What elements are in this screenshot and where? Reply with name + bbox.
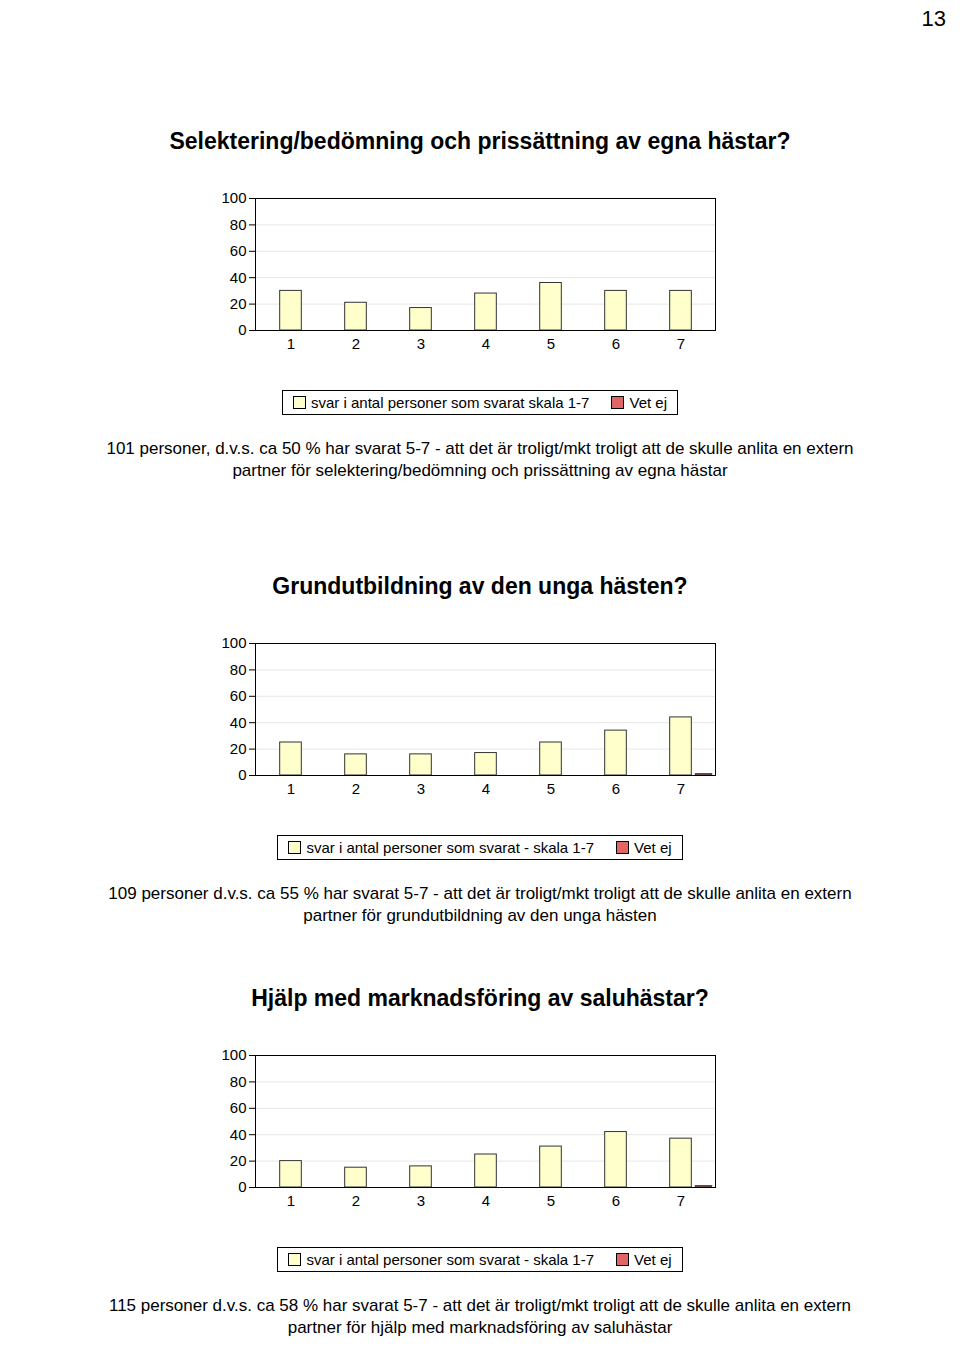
svg-text:3: 3	[417, 335, 425, 352]
svg-text:40: 40	[230, 714, 247, 731]
svg-text:4: 4	[482, 1192, 490, 1209]
svg-text:80: 80	[230, 216, 247, 233]
svg-text:5: 5	[547, 335, 555, 352]
html-text:Vet ej: Vet ej	[634, 1251, 672, 1268]
svg-text:1: 1	[287, 1192, 295, 1209]
svg-text:7: 7	[677, 335, 685, 352]
svg-text:20: 20	[230, 1152, 247, 1169]
svg-text:3: 3	[417, 1192, 425, 1209]
html-text:115 personer d.v.s. ca 58 % ha: 115 personer d.v.s. ca 58 % har svarat 5…	[109, 1296, 851, 1315]
svg-text:4: 4	[482, 780, 490, 797]
svg-text:20: 20	[230, 740, 247, 757]
svg-text:3: 3	[417, 780, 425, 797]
svg-text:6: 6	[612, 335, 620, 352]
svg-text:100: 100	[221, 1046, 246, 1063]
html-text:101 personer, d.v.s. ca 50 % h: 101 personer, d.v.s. ca 50 % har svarat …	[106, 439, 854, 458]
svg-text:0: 0	[238, 766, 246, 783]
svg-text:0: 0	[238, 321, 246, 338]
html-text:partner för hjälp med marknads: partner för hjälp med marknadsföring av …	[287, 1318, 673, 1337]
html-text:Selektering/bedömning och pris: Selektering/bedömning och prissättning a…	[169, 128, 791, 154]
svg-text:2: 2	[352, 335, 360, 352]
html-text:Vet ej: Vet ej	[634, 839, 672, 856]
svg-text:1: 1	[287, 335, 295, 352]
svg-text:1: 1	[287, 780, 295, 797]
html-text:partner för selektering/bedömn: partner för selektering/bedömning och pr…	[232, 461, 728, 480]
html-text:svar i antal personer som svar: svar i antal personer som svarat - skala…	[306, 839, 594, 856]
svg-text:4: 4	[482, 335, 490, 352]
html-text:13: 13	[921, 6, 946, 31]
svg-text:6: 6	[612, 780, 620, 797]
html-text:svar i antal personer som svar: svar i antal personer som svarat - skala…	[306, 1251, 594, 1268]
svg-text:40: 40	[230, 1126, 247, 1143]
svg-text:60: 60	[230, 1099, 247, 1116]
svg-text:0: 0	[238, 1178, 246, 1195]
svg-text:5: 5	[547, 780, 555, 797]
svg-text:6: 6	[612, 1192, 620, 1209]
svg-text:20: 20	[230, 295, 247, 312]
svg-text:80: 80	[230, 661, 247, 678]
svg-text:7: 7	[677, 1192, 685, 1209]
svg-text:60: 60	[230, 242, 247, 259]
html-text:partner för grundutbildning av: partner för grundutbildning av den unga …	[303, 906, 657, 925]
html-text:svar i antal personer som svar: svar i antal personer som svarat skala 1…	[311, 394, 590, 411]
svg-text:5: 5	[547, 1192, 555, 1209]
svg-text:60: 60	[230, 687, 247, 704]
svg-text:2: 2	[352, 780, 360, 797]
svg-text:40: 40	[230, 269, 247, 286]
html-text:109 personer d.v.s. ca 55 % ha: 109 personer d.v.s. ca 55 % har svarat 5…	[108, 884, 852, 903]
html-text:Vet ej: Vet ej	[629, 394, 667, 411]
svg-text:100: 100	[221, 189, 246, 206]
svg-text:7: 7	[677, 780, 685, 797]
svg-text:100: 100	[221, 634, 246, 651]
svg-text:80: 80	[230, 1073, 247, 1090]
svg-text:2: 2	[352, 1192, 360, 1209]
html-text:Grundutbildning av den unga hä: Grundutbildning av den unga hästen?	[272, 573, 688, 599]
html-text:Hjälp med marknadsföring av sa: Hjälp med marknadsföring av saluhästar?	[251, 985, 709, 1011]
